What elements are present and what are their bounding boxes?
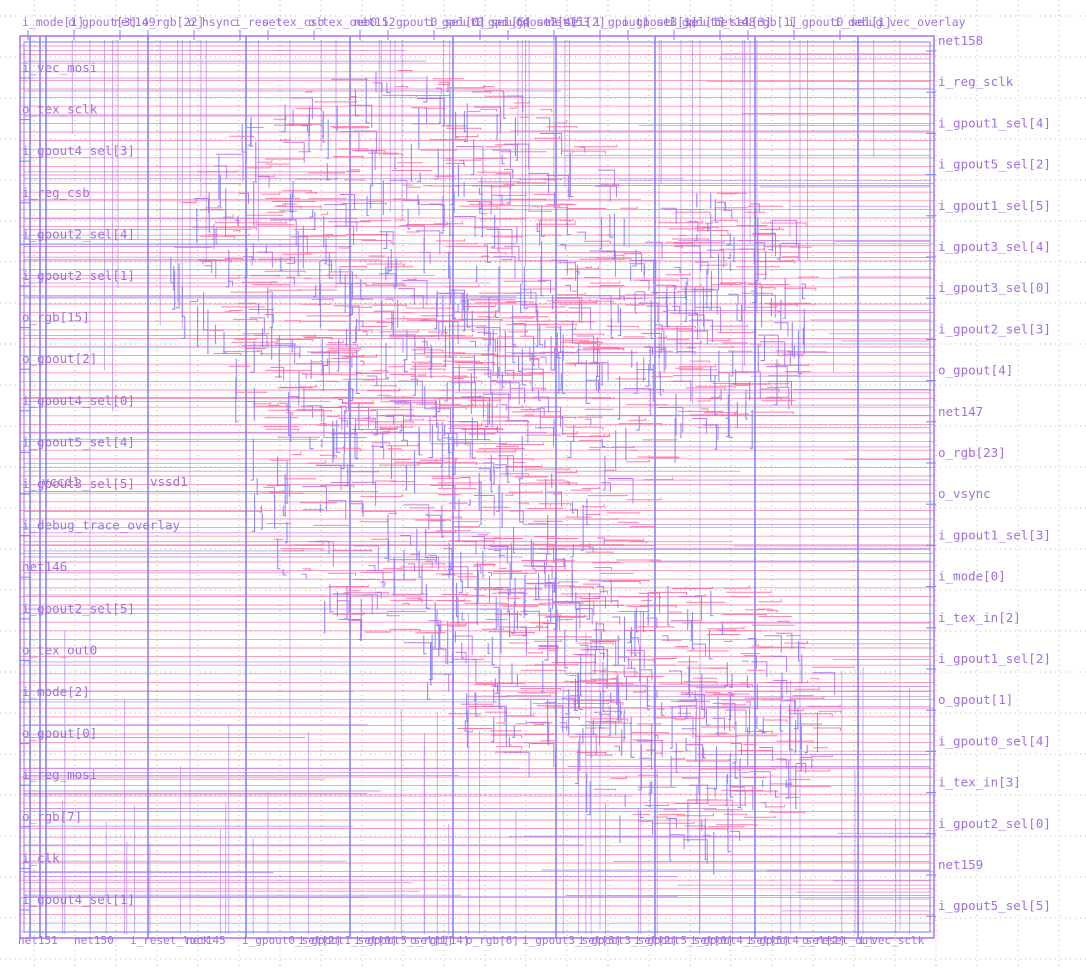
- left-pin-label: o_tex_sclk: [22, 102, 98, 117]
- bottom-pin-label: net150: [74, 934, 114, 947]
- right-pin-label: i_gpout3_sel[0]: [938, 280, 1051, 295]
- right-pin-label: net147: [938, 404, 983, 419]
- bottom-pin-label: o_rgb[6]: [466, 934, 519, 947]
- left-pin-label: i_clk: [22, 850, 60, 865]
- left-pin-label: o_rgb[15]: [22, 310, 90, 325]
- right-pin-label: i_gpout3_sel[4]: [938, 239, 1051, 254]
- left-pin-label: i_gpout2_sel[5]: [22, 601, 135, 616]
- left-pin-label: o_gpout[2]: [22, 351, 97, 366]
- right-pin-label: o_gpout[4]: [938, 363, 1013, 378]
- right-pin-label: i_reg_sclk: [938, 74, 1014, 89]
- bottom-pin-label: i_vec_sclk: [858, 934, 925, 947]
- left-pin-label: i_gpout5_sel[4]: [22, 434, 135, 449]
- left-pin-label: i_reg_csb: [22, 185, 90, 200]
- left-pin-label: i_gpout4_sel[0]: [22, 393, 135, 408]
- left-pin-label: i_vec_mosi: [22, 60, 97, 75]
- right-pin-label: i_gpout5_sel[5]: [938, 898, 1051, 913]
- right-pin-label: net159: [938, 857, 983, 872]
- left-pin-label: i_gpout4_sel[3]: [22, 143, 135, 158]
- right-pin-label: i_gpout5_sel[2]: [938, 157, 1051, 172]
- right-pin-label: i_gpout2_sel[0]: [938, 816, 1051, 831]
- right-pin-label: i_gpout0_sel[4]: [938, 733, 1051, 748]
- right-pin-label: o_vsync: [938, 486, 991, 501]
- left-pin-label: i_gpout3_sel[5]: [22, 476, 135, 491]
- left-pin-label: i_gpout2_sel[1]: [22, 268, 135, 283]
- left-pin-label: o_gpout[0]: [22, 726, 97, 741]
- right-pin-label: i_gpout2_sel[3]: [938, 321, 1051, 336]
- top-pin-label: o_hsync: [188, 15, 236, 29]
- left-pin-label: i_reg_mosi: [22, 767, 97, 782]
- pin-labels: vssd1 vccd1 i_vec_mosio_tex_sclki_gpout4…: [18, 15, 1051, 947]
- right-pin-label: o_rgb[23]: [938, 445, 1006, 460]
- right-pin-label: i_gpout1_sel[5]: [938, 198, 1051, 213]
- left-pin-label: net146: [22, 559, 67, 574]
- left-pin-label: i_gpout2_sel[4]: [22, 226, 135, 241]
- right-pin-label: i_gpout1_sel[3]: [938, 527, 1051, 542]
- bottom-pin-label: o_rgb[14]: [410, 934, 470, 947]
- top-pin-label: i_debug_vec_overlay: [834, 15, 966, 29]
- left-pin-label: i_mode[2]: [22, 684, 90, 699]
- right-pin-label: i_tex_in[2]: [938, 610, 1021, 625]
- right-pin-label: i_gpout1_sel[4]: [938, 115, 1051, 130]
- bottom-pin-label: net145: [186, 934, 226, 947]
- left-pin-label: i_debug_trace_overlay: [22, 518, 181, 533]
- power-label-vssd1: vssd1: [150, 474, 188, 489]
- bottom-pin-label: net151: [18, 934, 58, 947]
- top-pin-label: net153: [548, 15, 590, 29]
- left-pin-label: o_rgb[7]: [22, 809, 82, 824]
- right-pin-label: i_mode[0]: [938, 569, 1006, 584]
- right-pin-label: net158: [938, 33, 983, 48]
- right-pin-label: o_gpout[1]: [938, 692, 1013, 707]
- left-pin-label: o_tex_out0: [22, 642, 97, 657]
- left-pin-label: i_gpout4_sel[1]: [22, 892, 135, 907]
- right-pin-label: i_gpout1_sel[2]: [938, 651, 1051, 666]
- right-pin-label: i_tex_in[3]: [938, 775, 1021, 790]
